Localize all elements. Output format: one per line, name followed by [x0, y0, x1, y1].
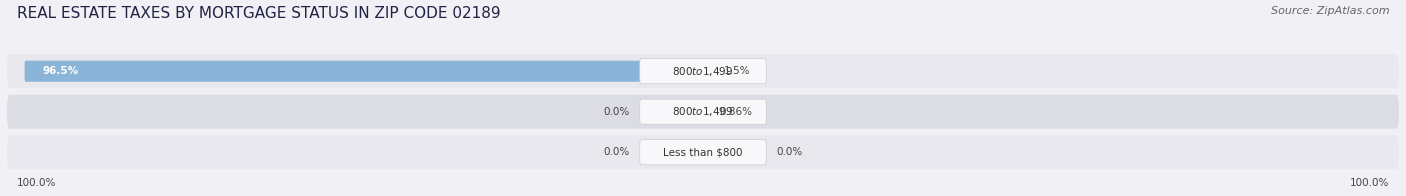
Text: Less than $800: Less than $800 [664, 147, 742, 157]
Text: Source: ZipAtlas.com: Source: ZipAtlas.com [1271, 6, 1389, 16]
Text: 0.0%: 0.0% [603, 147, 630, 157]
Text: 100.0%: 100.0% [1350, 178, 1389, 188]
FancyBboxPatch shape [640, 99, 766, 124]
Text: $800 to $1,499: $800 to $1,499 [672, 65, 734, 78]
FancyBboxPatch shape [703, 101, 709, 122]
FancyBboxPatch shape [640, 140, 766, 165]
FancyBboxPatch shape [25, 61, 703, 82]
FancyBboxPatch shape [7, 135, 1399, 169]
Text: REAL ESTATE TAXES BY MORTGAGE STATUS IN ZIP CODE 02189: REAL ESTATE TAXES BY MORTGAGE STATUS IN … [17, 6, 501, 21]
FancyBboxPatch shape [7, 54, 1399, 88]
Text: 1.5%: 1.5% [724, 66, 751, 76]
Text: 100.0%: 100.0% [17, 178, 56, 188]
Text: 0.0%: 0.0% [603, 107, 630, 117]
FancyBboxPatch shape [640, 59, 766, 84]
Text: 0.86%: 0.86% [720, 107, 752, 117]
Text: 0.0%: 0.0% [778, 147, 803, 157]
FancyBboxPatch shape [703, 61, 713, 82]
FancyBboxPatch shape [7, 95, 1399, 129]
Text: 96.5%: 96.5% [42, 66, 79, 76]
Text: $800 to $1,499: $800 to $1,499 [672, 105, 734, 118]
